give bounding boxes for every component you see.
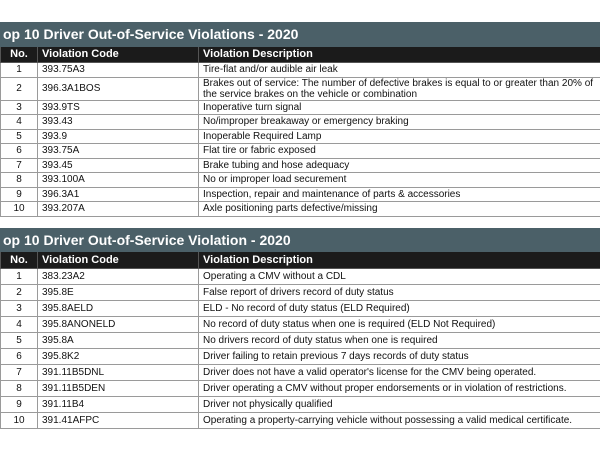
table-row: 10 391.41AFPC Operating a property-carryin… (0, 412, 600, 429)
table-cell: 393.100A (37, 172, 199, 188)
column-header: Violation Description (197, 46, 600, 63)
table-cell: 393.9 (37, 128, 199, 144)
column-header: No. (0, 251, 38, 269)
table-row: 8 391.11B5DEN Driver operating a CMV witho… (0, 380, 600, 397)
table-cell: 396.3A1 (37, 186, 199, 202)
table-cell: 1 (0, 268, 38, 285)
table-cell: Flat tire or fabric exposed (197, 143, 600, 159)
table-cell: 391.41AFPC (37, 412, 199, 429)
table-cell: No drivers record of duty status when on… (198, 332, 600, 349)
table-title: op 10 Driver Out-of-Service Violation - … (0, 228, 600, 252)
table-row: 6 393.75A Flat tire or fabric exposed (0, 143, 600, 159)
table-cell: 393.75A (37, 143, 199, 159)
table-cell: 6 (0, 143, 38, 159)
column-header: Violation Code (37, 46, 199, 63)
header-row: No. Violation Code Violation Description (0, 46, 600, 63)
table-row: 9 396.3A1 Inspection, repair and maintenan… (0, 186, 600, 202)
table-cell: Operating a property-carrying vehicle wi… (198, 412, 600, 429)
title-row: op 10 Driver Out-of-Service Violation - … (0, 228, 600, 252)
table-cell: Driver does not have a valid operator's … (198, 364, 600, 381)
title-row: op 10 Driver Out-of-Service Violations -… (0, 22, 600, 47)
table-row: 10 393.207A Axle positioning parts defecti… (0, 201, 600, 217)
table-cell: 7 (0, 157, 38, 173)
table-cell: Operating a CMV without a CDL (198, 268, 600, 285)
table-cell: 395.8E (37, 284, 199, 301)
table-cell: 6 (0, 348, 38, 365)
table-cell: 8 (0, 380, 38, 397)
table-cell: 393.207A (37, 201, 199, 217)
table-cell: 5 (0, 128, 38, 144)
table-cell: 391.11B5DEN (37, 380, 199, 397)
table-cell: Driver not physically qualified (198, 396, 600, 413)
column-header: No. (0, 46, 38, 63)
table-cell: 391.11B5DNL (37, 364, 199, 381)
table-cell: 383.23A2 (37, 268, 199, 285)
table-cell: 5 (0, 332, 38, 349)
violations-table: op 10 Driver Out-of-Service Violations -… (0, 22, 600, 217)
table-cell: 1 (0, 62, 38, 78)
table-cell: 10 (0, 412, 38, 429)
table-row: 2 395.8E False report of drivers record of… (0, 284, 600, 301)
table-cell: False report of drivers record of duty s… (198, 284, 600, 301)
table-cell: Inoperable Required Lamp (197, 128, 600, 144)
table-cell: 9 (0, 186, 38, 202)
table-row: 4 395.8ANONELD No record of duty status wh… (0, 316, 600, 333)
table-row: 4 393.43 No/improper breakaway or emergenc… (0, 114, 600, 130)
table-cell: 393.45 (37, 157, 199, 173)
table-cell: 7 (0, 364, 38, 381)
table-cell: Inspection, repair and maintenance of pa… (197, 186, 600, 202)
table-cell: 2 (0, 284, 38, 301)
table-title: op 10 Driver Out-of-Service Violations -… (0, 22, 600, 47)
table-cell: Brakes out of service: The number of def… (197, 76, 600, 101)
table-cell: 395.8ANONELD (37, 316, 199, 333)
table-row: 7 391.11B5DNL Driver does not have a valid… (0, 364, 600, 381)
table-cell: Axle positioning parts defective/missing (197, 201, 600, 217)
table-row: 8 393.100A No or improper load securement (0, 172, 600, 188)
table-cell: 395.8A (37, 332, 199, 349)
table-row: 7 393.45 Brake tubing and hose adequacy (0, 157, 600, 173)
table-row: 1 383.23A2 Operating a CMV without a CDL (0, 268, 600, 285)
table-cell: 393.43 (37, 114, 199, 130)
table-cell: 391.11B4 (37, 396, 199, 413)
table-cell: 2 (0, 76, 38, 101)
table-cell: No record of duty status when one is req… (198, 316, 600, 333)
table-cell: No or improper load securement (197, 172, 600, 188)
column-header: Violation Description (198, 251, 600, 269)
table-cell: Tire-flat and/or audible air leak (197, 62, 600, 78)
violations-table: op 10 Driver Out-of-Service Violation - … (0, 228, 600, 429)
table-row: 5 395.8A No drivers record of duty status … (0, 332, 600, 349)
table-row: 6 395.8K2 Driver failing to retain previou… (0, 348, 600, 365)
table-cell: 395.8K2 (37, 348, 199, 365)
table-row: 9 391.11B4 Driver not physically qualified (0, 396, 600, 413)
table-cell: Driver failing to retain previous 7 days… (198, 348, 600, 365)
table-cell: Brake tubing and hose adequacy (197, 157, 600, 173)
table-row: 1 393.75A3 Tire-flat and/or audible air le… (0, 62, 600, 78)
header-row: No. Violation Code Violation Description (0, 251, 600, 269)
table-cell: 395.8AELD (37, 300, 199, 317)
table-cell: 10 (0, 201, 38, 217)
table-row: 5 393.9 Inoperable Required Lamp (0, 128, 600, 144)
table-cell: 4 (0, 316, 38, 333)
table-cell: 3 (0, 99, 38, 115)
table-cell: 9 (0, 396, 38, 413)
table-cell: 396.3A1BOS (37, 76, 199, 101)
table-cell: 3 (0, 300, 38, 317)
table-cell: 393.75A3 (37, 62, 199, 78)
table-cell: Driver operating a CMV without proper en… (198, 380, 600, 397)
table-row: 3 395.8AELD ELD - No record of duty status… (0, 300, 600, 317)
column-header: Violation Code (37, 251, 199, 269)
table-cell: ELD - No record of duty status (ELD Requ… (198, 300, 600, 317)
table-cell: 4 (0, 114, 38, 130)
table-cell: 8 (0, 172, 38, 188)
table-row: 3 393.9TS Inoperative turn signal (0, 99, 600, 115)
table-cell: Inoperative turn signal (197, 99, 600, 115)
table-cell: No/improper breakaway or emergency braki… (197, 114, 600, 130)
table-cell: 393.9TS (37, 99, 199, 115)
table-row: 2 396.3A1BOS Brakes out of service: The nu… (0, 76, 600, 101)
